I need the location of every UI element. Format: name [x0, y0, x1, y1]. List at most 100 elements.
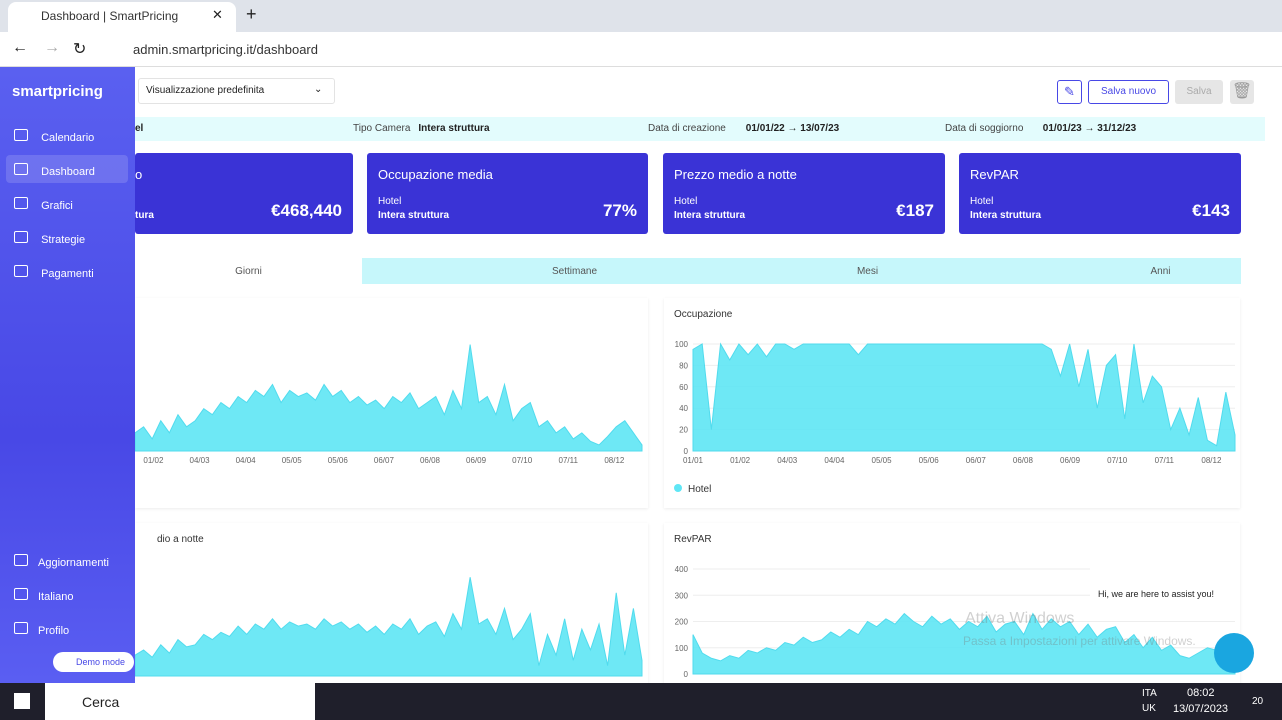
nav-item[interactable]: Pagamenti [14, 265, 94, 280]
x-tick-label: 06/09 [466, 456, 487, 465]
icon [14, 265, 28, 277]
y-tick-label: 40 [679, 404, 688, 413]
logo[interactable]: smartpricing [12, 83, 103, 100]
kpi-title: Occupazione media [378, 167, 493, 182]
save-new-button[interactable]: Salva nuovo [1088, 80, 1169, 104]
y-tick-label: 0 [684, 670, 689, 679]
kpi-line2: Intera struttura [674, 210, 746, 221]
y-tick-label: 80 [679, 361, 688, 370]
nav-label: Italiano [38, 591, 74, 603]
nav-item[interactable]: Dashboard [14, 163, 95, 178]
kpi-line1: Hotel [378, 196, 402, 207]
x-tick-label: 05/05 [872, 456, 893, 465]
delete-button[interactable]: 🗑 [1230, 80, 1254, 104]
icon [14, 588, 28, 600]
demo-text: Demo mode [76, 657, 126, 667]
y-tick-label: 0 [684, 447, 689, 456]
kpi-line2: Intera struttura [378, 210, 450, 221]
nav-item[interactable]: Calendario [14, 129, 94, 144]
x-tick-label: 06/08 [1013, 456, 1034, 465]
filter-label: Data di creazione [648, 123, 726, 134]
period-tab[interactable]: Giorni [135, 258, 362, 284]
x-tick-label: 05/06 [919, 456, 940, 465]
y-tick-label: 20 [679, 426, 688, 435]
filter-value: 01/01/23 → 31/12/23 [1042, 123, 1137, 134]
chart-title: Occupazione [674, 309, 733, 320]
chat-button[interactable] [1214, 633, 1254, 673]
back[interactable]: ← [12, 39, 28, 56]
view-label: Visualizzazione predefinita [146, 85, 265, 96]
x-tick-label: 06/07 [966, 456, 987, 465]
tab-close[interactable]: ✕ [212, 7, 223, 22]
kpi-title: o [135, 167, 143, 182]
chart-title: RevPAR [674, 534, 712, 545]
new-tab[interactable]: + [246, 4, 257, 24]
lang: UK [1142, 703, 1156, 714]
nav-item[interactable]: Aggiornamenti [14, 554, 124, 569]
nav-item[interactable]: Grafici [14, 197, 73, 212]
area [692, 612, 1236, 675]
lang: ITA [1142, 688, 1157, 699]
nav-item[interactable]: Italiano [14, 588, 124, 603]
nav-label: Grafici [41, 200, 73, 212]
kpi-card: o tura €468,440 [135, 153, 353, 234]
x-tick-label: 04/03 [190, 456, 211, 465]
nav-item[interactable]: Profilo [14, 622, 124, 637]
url[interactable]: admin.smartpricing.it/dashboard [133, 42, 318, 57]
x-tick-label: 05/06 [328, 456, 349, 465]
x-tick-label: 08/12 [604, 456, 625, 465]
y-tick-label: 200 [675, 618, 689, 627]
x-tick-label: 01/02 [143, 456, 164, 465]
area [134, 577, 643, 677]
chat-bubble[interactable] [1090, 562, 1240, 607]
active-item [6, 155, 128, 183]
save-button[interactable]: Salva [1175, 80, 1223, 104]
x-tick-label: 07/11 [1155, 456, 1175, 465]
y-tick-label: 100 [675, 644, 689, 653]
view-select[interactable] [138, 78, 335, 104]
notifications[interactable]: 20 [1252, 696, 1264, 707]
date: 13/07/2023 [1173, 703, 1229, 715]
icon [14, 622, 28, 634]
filter-value: 01/01/22 → 13/07/23 [745, 123, 840, 134]
reload[interactable]: ↻ [73, 41, 87, 58]
legend-label: Hotel [688, 484, 711, 495]
search-box[interactable] [45, 683, 315, 720]
nav-label: Calendario [41, 132, 95, 144]
tab[interactable] [8, 2, 236, 32]
filter-label: Tipo Camera [353, 123, 411, 134]
nav-item[interactable]: Strategie [14, 231, 85, 246]
search-text: Cerca [82, 694, 120, 710]
x-tick-label: 01/02 [730, 456, 751, 465]
x-tick-label: 06/09 [1060, 456, 1081, 465]
address-bar [0, 32, 1282, 67]
filter-value: Intera struttura [418, 123, 490, 134]
forward[interactable]: → [44, 39, 60, 56]
demo-pill[interactable] [53, 652, 134, 672]
nav-label: Aggiornamenti [38, 557, 109, 569]
icon [14, 197, 28, 209]
chat-text: Hi, we are here to assist you! [1098, 589, 1215, 599]
period-tab[interactable]: Settimane [551, 265, 598, 277]
period-tab[interactable]: Mesi [856, 265, 879, 277]
filter-value: el [135, 123, 144, 134]
nav-label: Strategie [41, 234, 86, 246]
edit-button[interactable]: ✎ [1057, 80, 1082, 104]
start[interactable] [14, 693, 30, 709]
tab-title: Dashboard | SmartPricing [41, 9, 179, 23]
nav-label: Profilo [38, 625, 70, 637]
x-tick-label: 07/11 [559, 456, 579, 465]
kpi-line1: Hotel [970, 196, 994, 207]
icon [14, 231, 28, 243]
period-tab[interactable]: Anni [1150, 265, 1171, 277]
chart-title: dio a notte [157, 534, 204, 545]
kpi-line2: Intera struttura [970, 210, 1042, 221]
y-tick-label: 400 [675, 565, 689, 574]
x-tick-label: 04/04 [236, 456, 257, 465]
time: 08:02 [1187, 687, 1215, 699]
y-tick-label: 300 [675, 591, 689, 600]
kpi-value: €468,440 [271, 201, 342, 220]
nav-label: Pagamenti [41, 268, 94, 280]
kpi-title: RevPAR [970, 167, 1019, 182]
